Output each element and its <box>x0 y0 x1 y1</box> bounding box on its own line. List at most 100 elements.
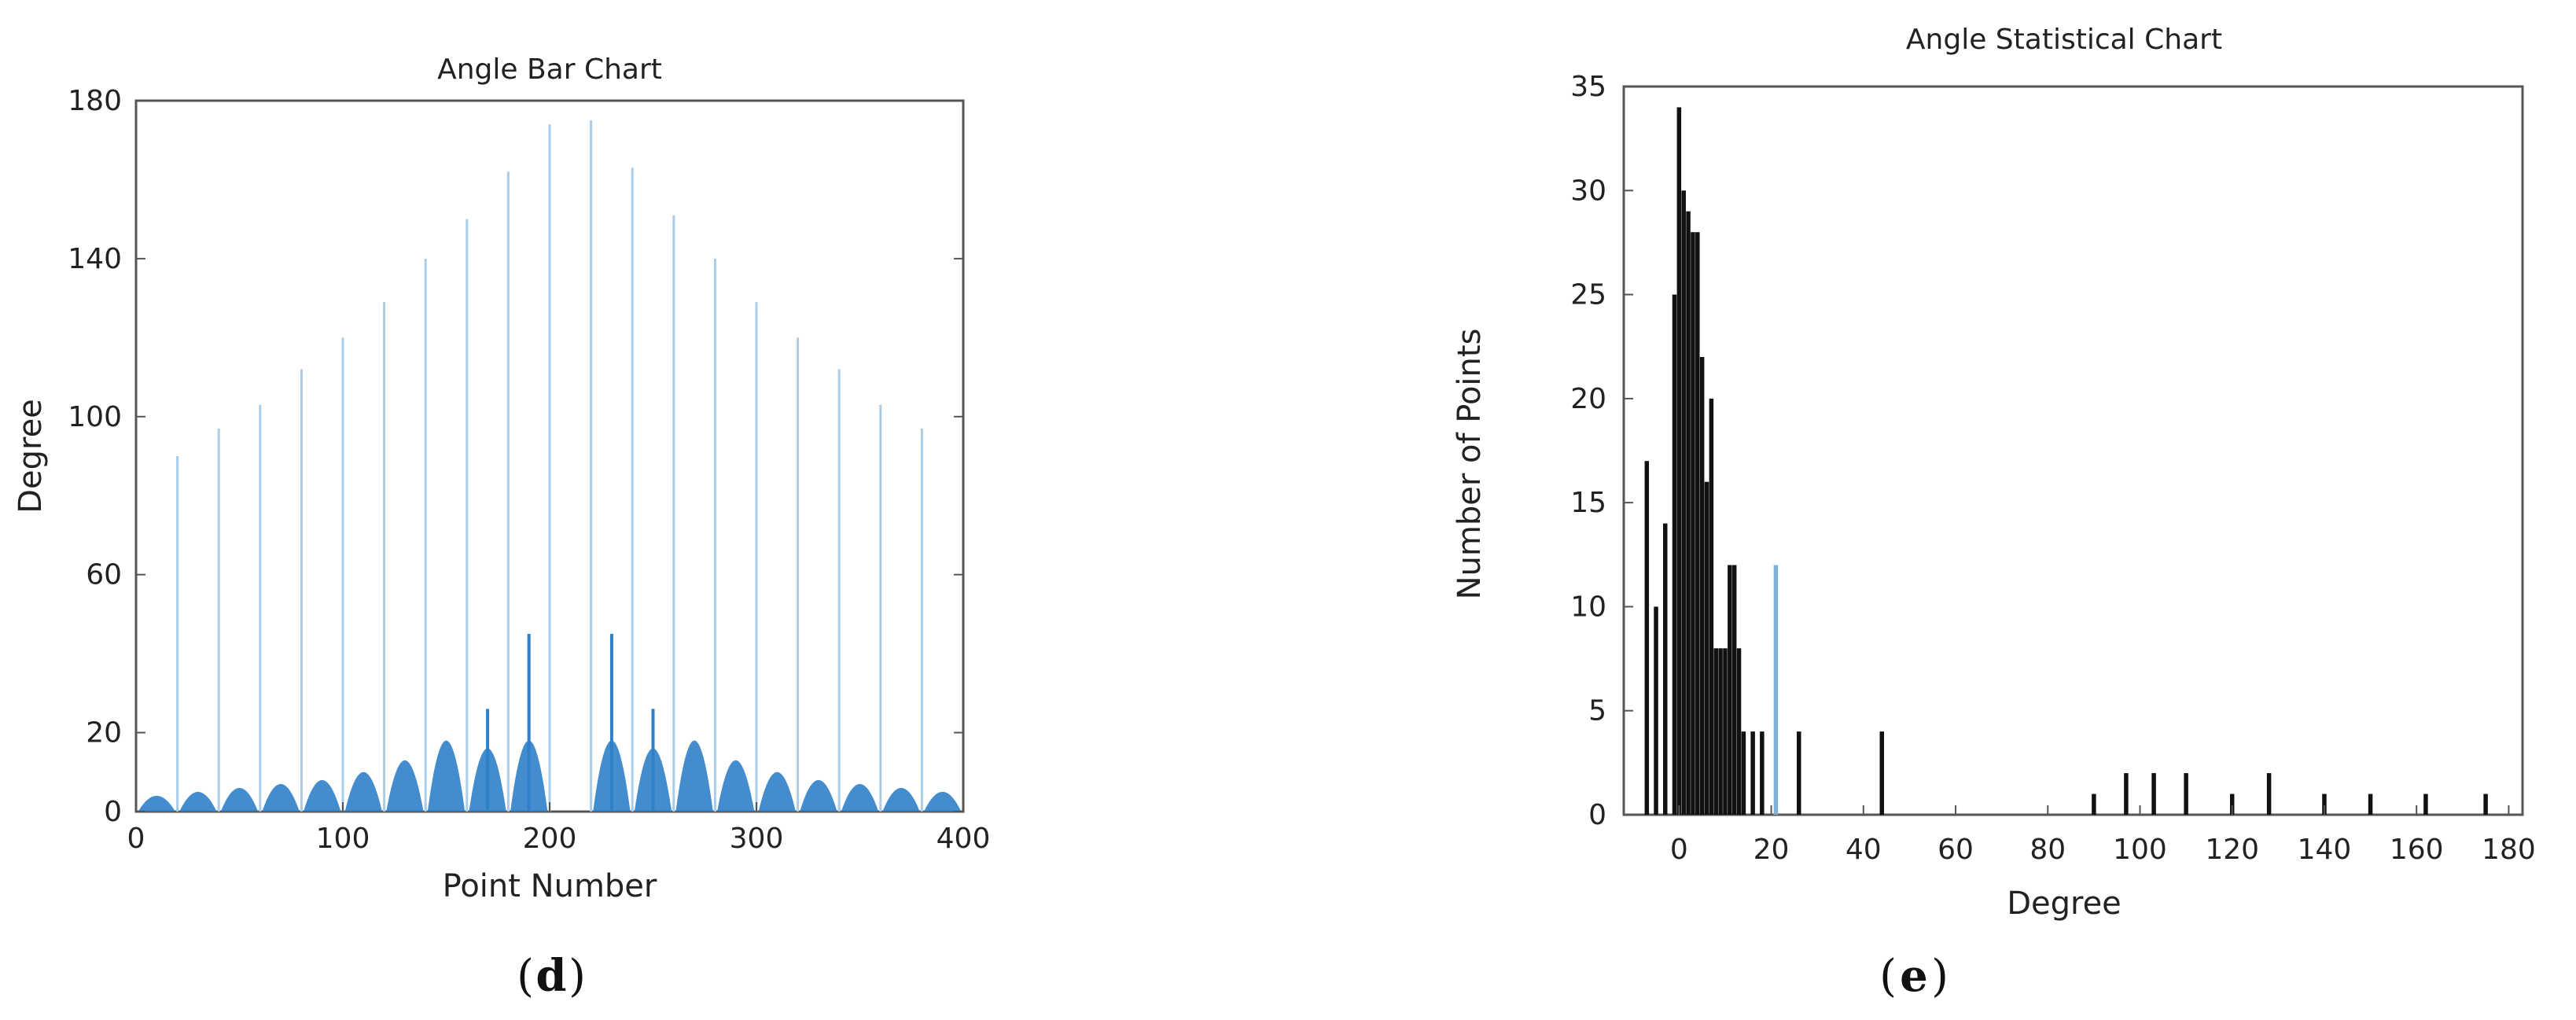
bar <box>2368 794 2373 815</box>
bar <box>1681 190 1686 816</box>
panel-label-d-open: ( <box>517 951 534 1002</box>
x-tick-label: 40 <box>1846 834 1882 866</box>
y-tick-label: 140 <box>68 243 122 275</box>
chart-title-e: Angle Statistical Chart <box>1906 24 2222 56</box>
bump-mark <box>800 779 837 812</box>
x-tick-label: 140 <box>2298 834 2352 866</box>
bump-mark <box>924 791 962 812</box>
x-tick-label: 80 <box>2030 834 2066 866</box>
y-tick-label: 10 <box>1570 591 1606 623</box>
y-tick-label: 5 <box>1588 695 1606 727</box>
x-tick-label: 300 <box>730 823 784 855</box>
y-axis-label-d: Degree <box>13 399 49 514</box>
bump-mark <box>427 740 466 812</box>
bar <box>2124 773 2129 815</box>
x-tick-label: 100 <box>316 823 370 855</box>
x-ticks-d: 0 100 200 300 400 <box>127 802 991 855</box>
y-tick-label: 30 <box>1570 175 1606 207</box>
chart-title-d: Angle Bar Chart <box>437 53 662 86</box>
bar <box>1709 398 1714 815</box>
x-tick-label: 400 <box>937 823 991 855</box>
y-tick-label: 180 <box>68 85 122 117</box>
x-tick-label: 200 <box>523 823 577 855</box>
panel-label-e-close: ) <box>1931 951 1949 1002</box>
y-tick-label: 60 <box>86 559 122 591</box>
bar <box>1695 232 1700 815</box>
bar <box>1731 565 1737 815</box>
bump-mark <box>262 783 300 812</box>
x-tick-label: 160 <box>2390 834 2444 866</box>
bump-mark <box>344 771 382 812</box>
bar <box>1750 731 1755 815</box>
bar <box>1691 232 1695 815</box>
x-ticks-e: 0 20 40 60 80 100 120 140 160 180 <box>1670 805 2536 866</box>
y-ticks-e: 0 5 10 15 20 25 30 35 <box>1570 71 1633 831</box>
bar <box>1704 481 1709 815</box>
bar <box>1654 606 1658 815</box>
y-tick-label: 20 <box>1570 383 1606 415</box>
x-tick-label: 180 <box>2482 834 2536 866</box>
x-axis-label-d: Point Number <box>443 868 657 904</box>
panel-label-d: d <box>535 950 566 1002</box>
bar <box>1699 356 1705 815</box>
y-tick-label: 20 <box>86 717 122 749</box>
y-tick-label: 0 <box>1588 799 1606 831</box>
x-axis-label-e: Degree <box>2007 886 2122 922</box>
bar <box>2229 794 2235 815</box>
bar <box>1686 211 1691 815</box>
angle-statistical-chart: Angle Statistical Chart Degree Number of… <box>1452 24 2536 922</box>
bump-mark <box>758 771 796 812</box>
bump-layer-d <box>138 740 962 812</box>
bar <box>1723 648 1728 815</box>
x-tick-label: 120 <box>2205 834 2259 866</box>
bump-mark <box>386 760 424 812</box>
y-tick-label: 0 <box>104 796 122 828</box>
angle-bar-chart: Angle Bar Chart Point Number Degree 0 100… <box>13 53 990 904</box>
panel-label-d-close: ) <box>569 951 586 1002</box>
y-tick-label: 15 <box>1570 487 1606 519</box>
y-tick-label: 100 <box>68 401 122 433</box>
y-tick-label: 35 <box>1570 71 1606 103</box>
panel-label-e-open: ( <box>1879 951 1897 1002</box>
bar <box>1676 107 1682 815</box>
y-ticks-d: 0 20 60 100 140 180 <box>68 85 963 828</box>
bar <box>1644 461 1650 815</box>
panel-label-e: e <box>1900 950 1928 1002</box>
bar-layer-d <box>176 120 923 812</box>
bar <box>1796 731 1801 815</box>
bar <box>2151 773 2156 815</box>
bump-mark <box>138 795 175 812</box>
x-tick-label: 100 <box>2113 834 2167 866</box>
bar <box>1773 565 1779 815</box>
bump-mark <box>675 740 713 812</box>
bar <box>1718 648 1723 815</box>
bump-mark <box>179 791 217 812</box>
bar <box>1663 523 1668 815</box>
bar <box>2322 794 2327 815</box>
bump-mark <box>717 760 755 812</box>
bar <box>2266 773 2272 815</box>
x-tick-label: 60 <box>1938 834 1974 866</box>
bar <box>2483 794 2488 815</box>
y-axis-label-e: Number of Points <box>1452 329 1488 600</box>
bar <box>1760 731 1765 815</box>
bump-mark <box>220 787 259 812</box>
bar-layer-e <box>1644 107 2488 816</box>
bar <box>2423 794 2428 815</box>
bar <box>1713 648 1718 815</box>
bar <box>1672 294 1677 816</box>
bar <box>2092 794 2096 815</box>
x-tick-label: 0 <box>127 823 145 855</box>
bump-mark <box>304 779 341 812</box>
bump-mark <box>841 783 879 812</box>
y-tick-label: 25 <box>1570 279 1606 311</box>
bar <box>1736 648 1742 815</box>
bump-mark <box>882 787 920 812</box>
x-tick-label: 0 <box>1670 834 1688 866</box>
bar <box>1741 731 1746 815</box>
bar <box>2184 773 2188 815</box>
plot-frame-e <box>1622 85 2524 816</box>
x-tick-label: 20 <box>1754 834 1790 866</box>
bar <box>1728 565 1732 815</box>
